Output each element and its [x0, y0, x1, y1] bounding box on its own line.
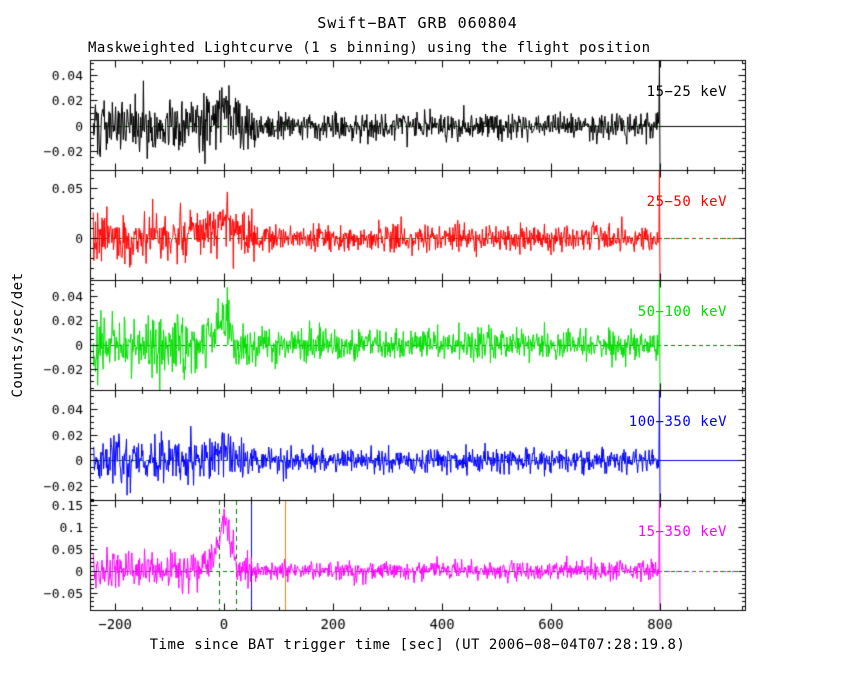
chart-subtitle: Maskweighted Lightcurve (1 s binning) us… — [88, 40, 651, 56]
panel-label: 25−50 keV — [646, 194, 727, 210]
x-axis-label: Time since BAT trigger time [sec] (UT 20… — [149, 637, 686, 653]
panel-label: 15−25 keV — [646, 84, 727, 100]
panel-label: 100−350 keV — [628, 414, 727, 430]
y-axis-label: Counts/sec/det — [10, 272, 26, 398]
chart-title: Swift−BAT GRB 060804 — [317, 14, 518, 32]
panel-label: 50−100 keV — [637, 304, 727, 320]
panel-label: 15−350 keV — [637, 524, 727, 540]
